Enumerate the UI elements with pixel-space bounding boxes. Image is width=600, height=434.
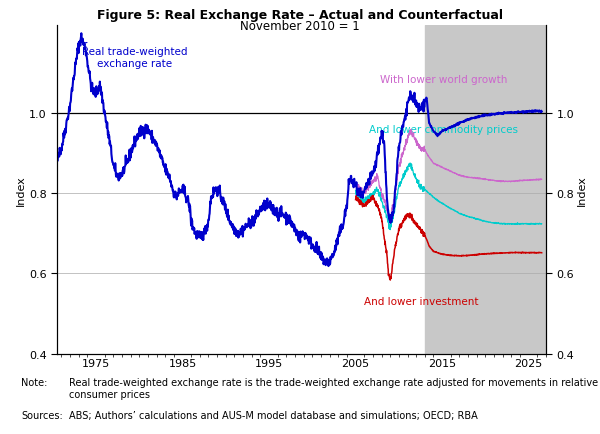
Y-axis label: Index: Index: [16, 174, 26, 205]
Bar: [425, 26, 546, 354]
Text: Real trade-weighted exchange rate is the trade-weighted exchange rate adjusted f: Real trade-weighted exchange rate is the…: [69, 378, 598, 399]
Text: With lower world growth: With lower world growth: [380, 75, 507, 85]
Text: Figure 5: Real Exchange Rate – Actual and Counterfactual: Figure 5: Real Exchange Rate – Actual an…: [97, 9, 503, 22]
Text: November 2010 = 1: November 2010 = 1: [240, 20, 360, 33]
Y-axis label: Index: Index: [577, 174, 587, 205]
Text: Sources:: Sources:: [21, 410, 63, 420]
Text: ABS; Authors’ calculations and AUS-M model database and simulations; OECD; RBA: ABS; Authors’ calculations and AUS-M mod…: [69, 410, 478, 420]
Text: And lower commodity prices: And lower commodity prices: [368, 125, 518, 135]
Text: Note:: Note:: [21, 378, 47, 388]
Text: And lower investment: And lower investment: [364, 297, 479, 307]
Text: Real trade-weighted
exchange rate: Real trade-weighted exchange rate: [82, 43, 188, 69]
